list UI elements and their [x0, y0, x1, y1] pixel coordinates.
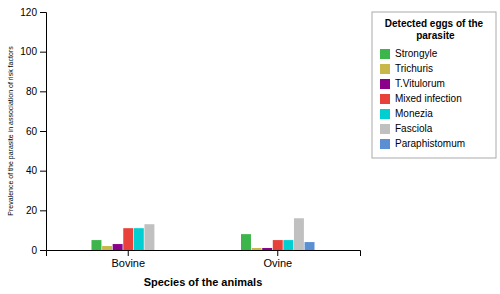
x-tick-label: Ovine	[263, 257, 292, 269]
y-tick: 0	[31, 245, 46, 256]
x-axis-title: Species of the animals	[144, 276, 263, 288]
y-tick-label: 40	[26, 165, 38, 176]
legend-item: Trichuris	[380, 63, 433, 74]
legend-label: Strongyle	[395, 48, 438, 59]
y-tick-mark	[40, 171, 46, 172]
bars	[91, 218, 314, 250]
legend-swatch	[380, 64, 390, 74]
legend-swatch	[380, 139, 390, 149]
x-tick: Ovine	[263, 250, 292, 269]
legend-title: Detected eggs of the parasite	[385, 18, 484, 41]
y-axis-line	[40, 13, 47, 251]
legend-label: Trichuris	[395, 63, 433, 74]
y-tick: 100	[20, 46, 46, 57]
y-tick: 40	[26, 165, 46, 176]
chart: 0 20 40 60 80 100 120 Bovine OvineSpecies of the…	[0, 0, 500, 294]
y-tick: 60	[26, 126, 46, 137]
plot: 0 20 40 60 80 100 120 Bovine Ovine	[20, 7, 360, 269]
bar	[305, 242, 315, 250]
bar	[252, 248, 262, 250]
legend-swatch	[380, 109, 390, 119]
x-tick-mark	[277, 250, 278, 256]
x-axis-line	[47, 251, 361, 257]
legend-item: Paraphistomum	[380, 138, 465, 149]
y-tick: 120	[20, 7, 46, 18]
bar	[273, 240, 283, 250]
legend-swatch	[380, 124, 390, 134]
y-tick-mark	[40, 250, 46, 251]
x-tick-mark	[128, 250, 129, 256]
x-axis: Bovine Ovine	[47, 250, 361, 269]
y-tick-mark	[40, 91, 46, 92]
legend-swatch	[380, 79, 390, 89]
y-tick: 20	[26, 205, 46, 216]
x-tick: Bovine	[111, 250, 145, 269]
legend: Detected eggs of the parasite Strongyle Tr…	[372, 12, 496, 158]
y-tick-mark	[40, 52, 46, 53]
legend-item: T.Vitulorum	[380, 78, 445, 89]
y-tick-label: 20	[26, 205, 38, 216]
legend-item: Monezia	[380, 108, 433, 119]
bar	[102, 246, 112, 250]
y-tick-label: 80	[26, 86, 38, 97]
legend-label: Mixed infection	[395, 93, 462, 104]
legend-item: Strongyle	[380, 48, 438, 59]
y-tick-label: 0	[31, 245, 37, 256]
legend-swatch	[380, 49, 390, 59]
y-tick-label: 120	[20, 7, 37, 18]
y-tick-mark	[40, 210, 46, 211]
y-tick-mark	[40, 131, 46, 132]
x-tick-label: Bovine	[111, 257, 145, 269]
bar	[91, 240, 101, 250]
legend-label: Monezia	[395, 108, 433, 119]
bar	[134, 228, 144, 250]
bar	[283, 240, 293, 250]
y-tick-label: 60	[26, 126, 38, 137]
legend-item: Fasciola	[380, 123, 433, 134]
bar	[123, 228, 133, 250]
y-axis-title: Prevalence of the parasite in associatio…	[7, 46, 15, 216]
y-tick-mark	[40, 12, 46, 13]
legend-swatch	[380, 94, 390, 104]
bar	[294, 218, 304, 250]
bar	[113, 244, 123, 250]
legend-label: T.Vitulorum	[395, 78, 445, 89]
legend-item: Mixed infection	[380, 93, 462, 104]
legend-label: Fasciola	[395, 123, 433, 134]
y-tick: 80	[26, 86, 46, 97]
bar	[262, 248, 272, 250]
y-axis: 0 20 40 60 80 100 120	[20, 7, 46, 256]
bar	[144, 224, 154, 250]
bar	[155, 250, 165, 251]
legend-frame	[372, 12, 496, 158]
legend-label: Paraphistomum	[395, 138, 465, 149]
y-tick-label: 100	[20, 46, 37, 57]
bar	[241, 234, 251, 250]
